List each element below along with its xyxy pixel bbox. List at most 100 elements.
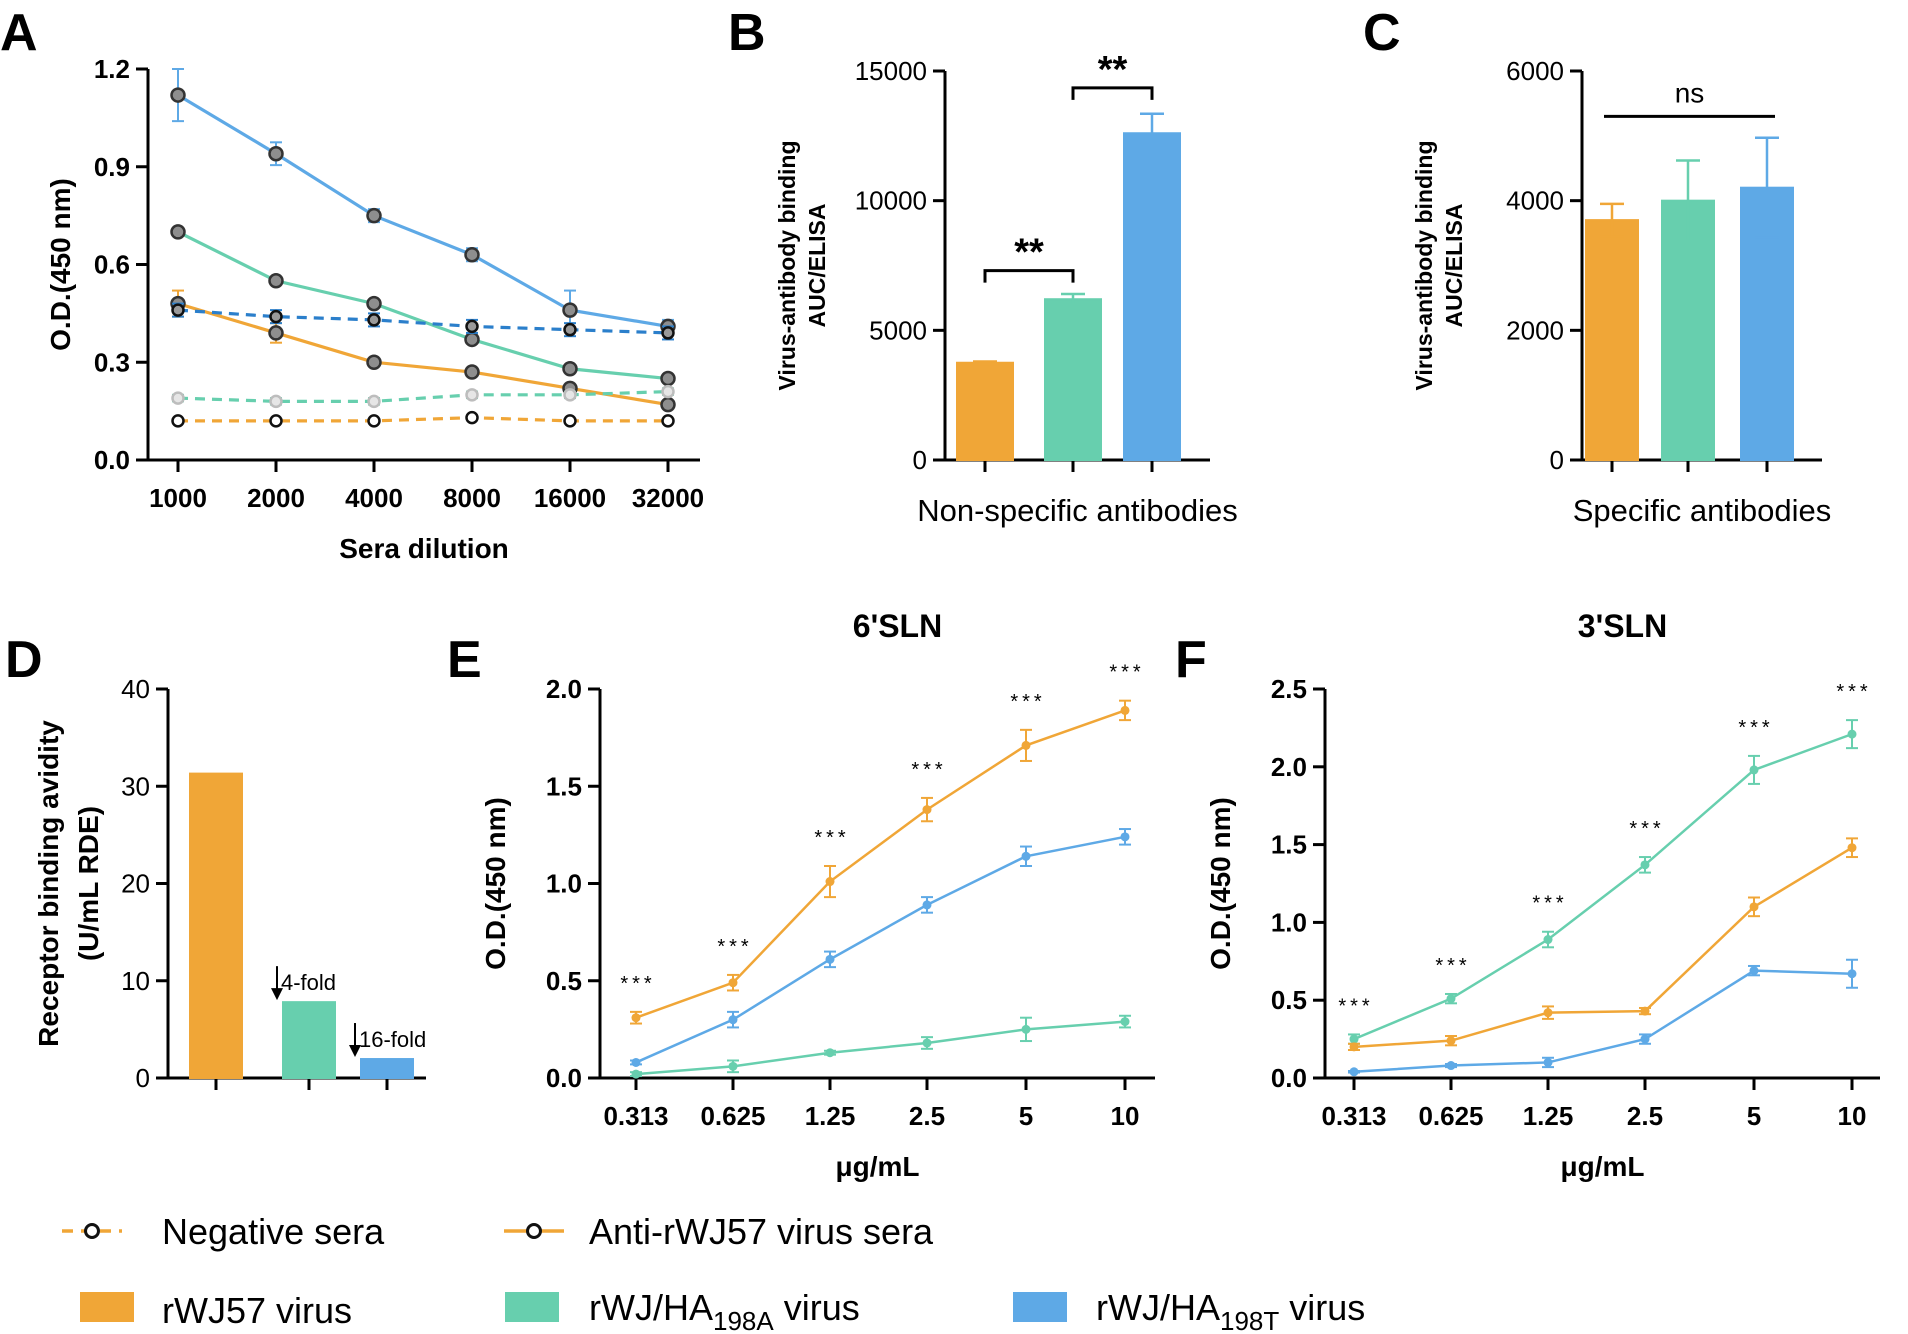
legend-anti-sera: Anti-rWJ57 virus sera xyxy=(589,1211,934,1252)
significance-stars: *** xyxy=(717,936,752,958)
y-tick-label: 10000 xyxy=(855,186,927,216)
data-point xyxy=(1349,1034,1359,1044)
series-line xyxy=(635,835,1126,1064)
x-axis-title: μg/mL xyxy=(835,1151,919,1182)
data-point xyxy=(661,326,675,340)
bar xyxy=(1044,298,1102,462)
data-point xyxy=(631,1069,641,1079)
data-point xyxy=(464,331,480,348)
fold-annotation: 16-fold xyxy=(359,1027,426,1052)
x-tick-label: 0.313 xyxy=(603,1101,668,1131)
y-axis-title: (U/mL RDE) xyxy=(73,806,104,961)
data-point xyxy=(171,391,185,405)
y-tick-label: 0.6 xyxy=(94,250,130,280)
x-tick-label: 2.5 xyxy=(1627,1101,1663,1131)
legend-ha198t-suffix: virus xyxy=(1279,1287,1365,1328)
data-point xyxy=(1349,1042,1359,1052)
x-axis-title: μg/mL xyxy=(1560,1151,1644,1182)
x-tick-label: 10 xyxy=(1838,1101,1867,1131)
series-line xyxy=(1353,969,1853,1074)
data-point xyxy=(825,877,835,887)
data-point xyxy=(367,313,381,327)
y-tick-label: 20 xyxy=(121,869,150,899)
y-tick-label: 1.5 xyxy=(546,771,582,801)
x-tick-label: 4000 xyxy=(345,483,403,513)
data-point xyxy=(563,414,577,428)
y-tick-label: 0 xyxy=(913,445,927,475)
data-point xyxy=(563,322,577,337)
series-line xyxy=(177,389,669,403)
series-line xyxy=(1353,846,1853,1049)
data-point xyxy=(661,384,675,399)
series-line xyxy=(177,302,669,407)
y-axis-title: O.D.(450 nm) xyxy=(1205,797,1236,970)
legend-ha198a-suffix: virus xyxy=(774,1287,860,1328)
significance-stars: *** xyxy=(1629,818,1664,840)
x-tick-label: 5 xyxy=(1019,1101,1033,1131)
data-point xyxy=(269,309,283,324)
x-tick-label: 10 xyxy=(1111,1101,1140,1131)
data-point xyxy=(464,246,480,263)
y-axis-title: Virus-antibody binding xyxy=(774,140,800,390)
significance-stars: *** xyxy=(1836,681,1871,703)
significance-stars: *** xyxy=(1010,691,1045,713)
y-tick-label: 4000 xyxy=(1506,186,1564,216)
y-tick-label: 6000 xyxy=(1506,56,1564,86)
y-tick-label: 2000 xyxy=(1506,315,1564,345)
panel-b: B 0 5000 10000 15000 Non-specific antibodies V… xyxy=(728,4,1238,528)
panel-letter-c: C xyxy=(1363,4,1401,62)
series-line xyxy=(635,709,1126,1019)
y-tick-label: 0.3 xyxy=(94,347,130,377)
data-point xyxy=(1640,1034,1650,1044)
significance-bracket xyxy=(983,269,1075,283)
x-tick-label: 2000 xyxy=(247,483,305,513)
significance-label: ns xyxy=(1675,77,1705,108)
y-tick-label: 0 xyxy=(136,1063,150,1093)
data-point xyxy=(1749,966,1759,976)
y-tick-label: 2.0 xyxy=(546,674,582,704)
significance-stars: *** xyxy=(1532,893,1567,915)
x-tick-label: 2.5 xyxy=(909,1101,945,1131)
series-line xyxy=(178,416,668,423)
legend-ha198t-sub: 198T xyxy=(1220,1306,1279,1334)
fold-arrow-head xyxy=(271,988,283,1001)
panel-c: C 0 2000 4000 6000 Specific antibodies Virus-a… xyxy=(1363,4,1831,528)
data-point xyxy=(465,410,479,425)
plot-title: 6'SLN xyxy=(853,608,942,644)
legend-ha198a: rWJ/HA198A virus xyxy=(589,1287,860,1334)
data-point xyxy=(170,87,186,103)
data-point xyxy=(562,361,578,377)
series-line xyxy=(177,308,669,335)
data-point xyxy=(1446,994,1456,1004)
legend-swatch-ha198a xyxy=(505,1292,559,1322)
data-point xyxy=(464,364,480,380)
y-tick-label: 10 xyxy=(121,966,150,996)
data-point xyxy=(366,295,382,312)
x-tick-label: 5 xyxy=(1747,1101,1761,1131)
panel-letter-d: D xyxy=(5,631,43,689)
data-point xyxy=(922,805,932,815)
y-tick-label: 0.0 xyxy=(94,445,130,475)
y-axis-title: Receptor binding avidity xyxy=(33,720,64,1047)
data-point xyxy=(366,354,382,370)
data-point xyxy=(269,394,283,409)
data-point xyxy=(660,396,676,413)
legend-rwj57: rWJ57 virus xyxy=(162,1290,352,1331)
x-tick-label: 0.625 xyxy=(1418,1101,1483,1131)
data-point xyxy=(1640,860,1650,870)
data-point xyxy=(465,388,479,402)
x-axis-title: Non-specific antibodies xyxy=(917,493,1238,528)
data-point xyxy=(563,388,577,402)
x-tick-label: 1000 xyxy=(149,483,207,513)
y-tick-label: 40 xyxy=(121,674,150,704)
significance-stars: *** xyxy=(1338,995,1373,1017)
y-tick-label: 0.0 xyxy=(546,1063,582,1093)
data-point xyxy=(661,414,675,428)
x-axis-title: Sera dilution xyxy=(339,533,509,564)
data-point xyxy=(562,302,578,318)
data-point xyxy=(1847,843,1857,853)
legend-swatch-rwj57 xyxy=(80,1292,134,1322)
y-tick-label: 0.9 xyxy=(94,152,130,182)
fold-annotation: 4-fold xyxy=(281,970,336,995)
bar xyxy=(360,1058,414,1080)
